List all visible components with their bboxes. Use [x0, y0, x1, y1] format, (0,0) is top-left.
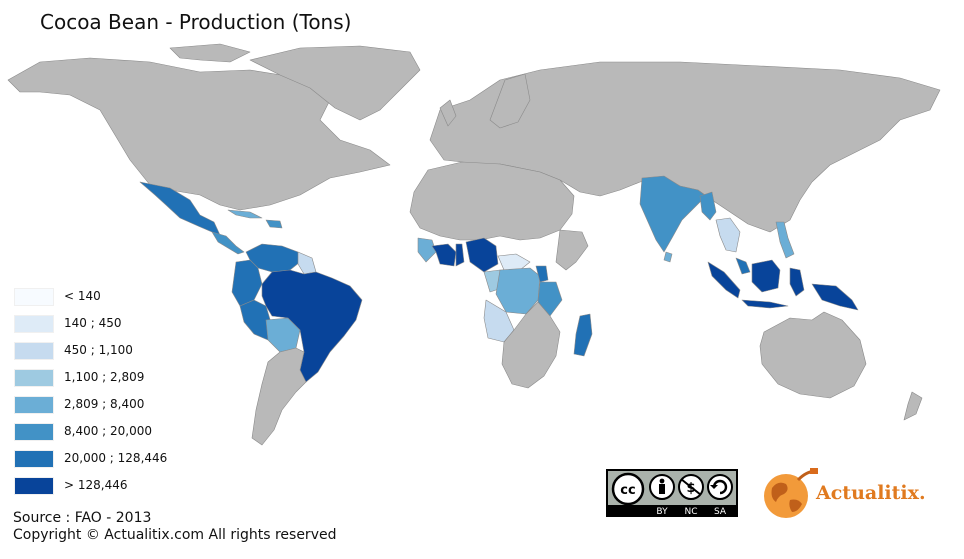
region-southern-africa: [501, 301, 561, 389]
legend-swatch: [14, 477, 54, 495]
country-indonesia-borneo: [751, 259, 781, 293]
region-east-africa: [555, 229, 589, 271]
region-north-america: [7, 57, 391, 211]
region-caribbean-cuba: [227, 209, 263, 219]
country-brazil: [261, 269, 363, 383]
map-title: Cocoa Bean - Production (Tons): [40, 10, 352, 34]
country-ghana: [455, 243, 465, 267]
legend-label: 20,000 ; 128,446: [64, 451, 168, 465]
cc-icon: cc: [611, 472, 645, 506]
country-central-african: [497, 253, 531, 271]
region-australia: [759, 311, 867, 399]
country-myanmar: [699, 191, 717, 221]
country-malaysia: [735, 257, 751, 275]
region-canada-islands: [169, 43, 251, 63]
region-central-america: [211, 231, 245, 255]
legend-label: < 140: [64, 289, 101, 303]
legend-swatch: [14, 342, 54, 360]
legend-swatch: [14, 288, 54, 306]
country-colombia-ecuador: [231, 259, 263, 307]
globe-logo-icon: [764, 468, 818, 518]
region-caribbean-hispaniola: [265, 219, 283, 229]
region-new-zealand: [903, 391, 923, 421]
region-scandinavia: [489, 73, 531, 129]
sharealike-icon: [707, 474, 733, 500]
license-nc: NC: [684, 507, 697, 517]
country-guinea-liberia: [417, 237, 437, 263]
license-by: BY: [656, 507, 668, 517]
region-southern-south-america: [251, 347, 307, 446]
legend-swatch: [14, 396, 54, 414]
legend-label: 8,400 ; 20,000: [64, 424, 153, 438]
legend-swatch: [14, 369, 54, 387]
country-madagascar: [573, 313, 593, 357]
country-guyana-region: [297, 251, 317, 275]
legend-label: 140 ; 450: [64, 316, 122, 330]
country-thailand-region: [715, 217, 741, 253]
legend-label: > 128,446: [64, 478, 128, 492]
svg-text:cc: cc: [620, 483, 635, 498]
legend-label: 1,100 ; 2,809: [64, 370, 145, 384]
country-indonesia-sulawesi: [789, 267, 805, 297]
country-indonesia-java: [741, 299, 789, 309]
brand-dot: .: [918, 482, 926, 504]
brand-logo: Actualitix.: [816, 482, 926, 504]
svg-text:$: $: [686, 481, 695, 496]
world-map: [7, 43, 941, 446]
region-british-isles: [439, 99, 457, 127]
license-sa: SA: [714, 507, 727, 517]
country-dr-congo: [495, 267, 541, 315]
country-philippines: [775, 221, 795, 259]
country-tanzania: [537, 281, 563, 317]
country-indonesia-sumatra: [707, 261, 741, 299]
region-greenland: [249, 45, 421, 121]
attribution-icon: [649, 474, 675, 500]
copyright-note: Copyright © Actualitix.com All rights re…: [13, 527, 337, 543]
country-uganda: [535, 265, 549, 283]
legend-swatch: [14, 423, 54, 441]
country-cote-divoire: [431, 243, 457, 267]
cc-license-badge[interactable]: cc $ BY NC SA: [606, 469, 738, 517]
country-nigeria-cameroon: [465, 237, 499, 273]
legend-label: 450 ; 1,100: [64, 343, 133, 357]
legend-swatch: [14, 315, 54, 333]
country-india: [639, 175, 707, 253]
legend-swatch: [14, 450, 54, 468]
source-note: Source : FAO - 2013: [13, 510, 152, 526]
legend-label: 2,809 ; 8,400: [64, 397, 145, 411]
brand-name: Actualitix: [816, 482, 919, 504]
country-sri-lanka: [663, 251, 673, 263]
region-north-africa: [409, 161, 575, 241]
noncommercial-icon: $: [678, 474, 704, 500]
country-papua: [811, 283, 859, 311]
